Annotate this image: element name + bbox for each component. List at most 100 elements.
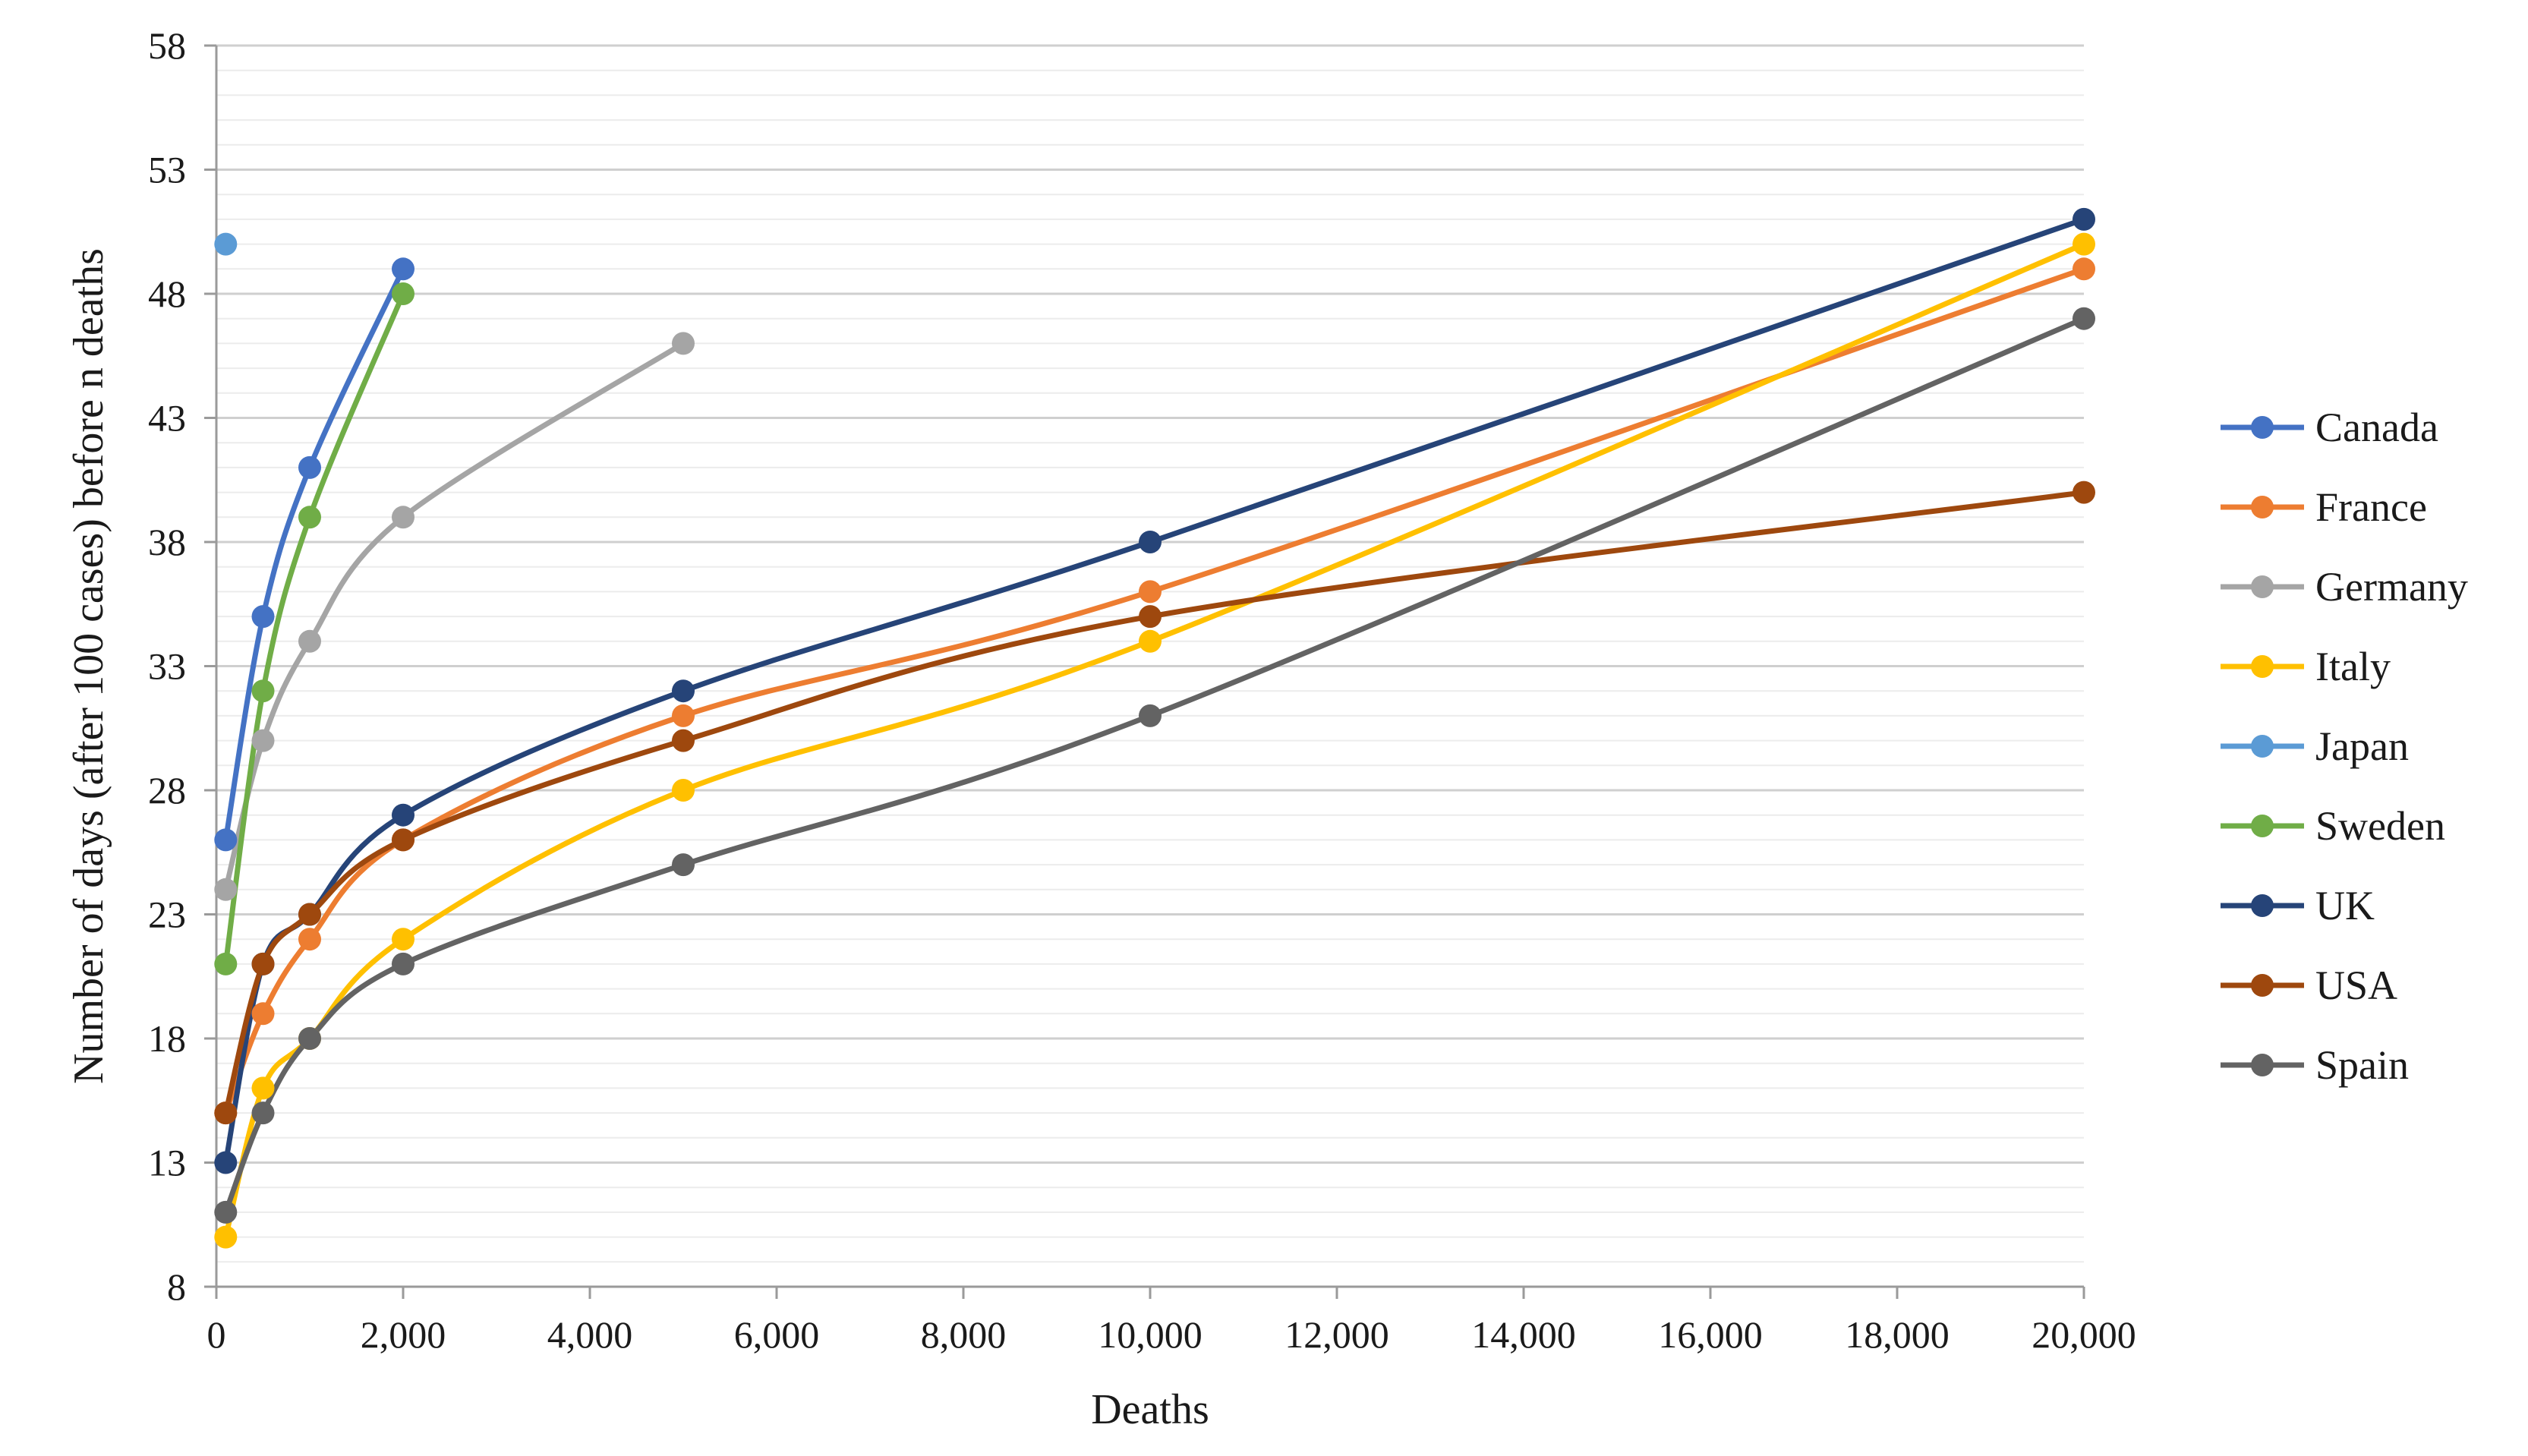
y-tick-label: 23	[148, 893, 186, 936]
series-layer	[222, 216, 2087, 1240]
data-point-italy	[672, 779, 695, 802]
data-point-japan	[214, 232, 238, 256]
legend-swatch-marker	[2251, 1054, 2274, 1076]
data-point-spain	[2073, 307, 2095, 330]
y-axis-title: Number of days (after 100 cases) before …	[65, 248, 112, 1084]
data-point-italy	[1139, 629, 1162, 653]
markers-layer	[214, 207, 2095, 1249]
x-tick-label: 18,000	[1845, 1313, 1950, 1356]
data-point-germany	[214, 878, 238, 901]
legend-item-spain: Spain	[2221, 1042, 2409, 1088]
data-point-germany	[251, 729, 275, 752]
data-point-spain	[392, 952, 415, 975]
data-point-spain	[214, 1200, 238, 1224]
data-point-germany	[672, 332, 695, 355]
axes	[204, 44, 2085, 1299]
legend-item-sweden: Sweden	[2221, 803, 2445, 849]
y-tick-labels: 8 13 18 23 28 33 38 43 48 53 58	[148, 24, 186, 1308]
data-point-italy	[214, 1225, 238, 1249]
x-tick-label: 12,000	[1284, 1313, 1389, 1356]
y-tick-label: 18	[148, 1017, 186, 1060]
legend-item-uk: UK	[2221, 883, 2375, 928]
legend-swatch-marker	[2251, 974, 2274, 997]
x-tick-label: 2,000	[361, 1313, 446, 1356]
data-point-spain	[298, 1027, 321, 1050]
data-point-uk	[1139, 531, 1162, 553]
data-point-canada	[251, 605, 275, 629]
data-point-usa	[298, 903, 321, 926]
y-tick-label: 33	[148, 645, 186, 688]
x-tick-label: 6,000	[734, 1313, 820, 1356]
data-point-canada	[298, 455, 321, 479]
major-gridlines	[216, 44, 2084, 1164]
legend-label: Sweden	[2315, 803, 2445, 849]
y-tick-label: 28	[148, 769, 186, 812]
legend-item-usa: USA	[2221, 963, 2397, 1008]
series-line-sweden	[222, 291, 406, 967]
x-tick-label: 4,000	[547, 1313, 633, 1356]
x-tick-label: 8,000	[921, 1313, 1007, 1356]
data-point-usa	[2073, 481, 2095, 504]
y-tick-label: 53	[148, 149, 186, 191]
data-point-france	[2073, 257, 2095, 281]
legend-item-italy: Italy	[2221, 644, 2391, 689]
data-point-italy	[2073, 232, 2095, 256]
data-point-usa	[1139, 605, 1162, 629]
y-tick-label: 8	[167, 1265, 186, 1308]
x-tick-labels: 0 2,000 4,000 6,000 8,000 10,000 12,000 14,000 1…	[207, 1313, 2136, 1356]
minor-gridlines	[216, 69, 2084, 1263]
data-point-uk	[392, 803, 415, 827]
data-point-italy	[392, 928, 415, 951]
data-point-canada	[214, 828, 238, 852]
legend-swatch-marker	[2251, 894, 2274, 917]
data-point-spain	[251, 1101, 275, 1125]
x-tick-label: 14,000	[1471, 1313, 1576, 1356]
data-point-canada	[392, 257, 415, 281]
y-tick-label: 58	[148, 24, 186, 67]
legend-label: Italy	[2315, 644, 2391, 689]
data-point-germany	[298, 629, 321, 653]
data-point-italy	[251, 1076, 275, 1100]
data-point-sweden	[214, 952, 238, 975]
legend-swatch-marker	[2251, 735, 2274, 758]
legend-item-japan: Japan	[2221, 723, 2409, 769]
x-axis-title: Deaths	[1091, 1386, 1209, 1433]
legend-swatch-marker	[2251, 655, 2274, 678]
data-point-spain	[1139, 704, 1162, 727]
data-point-uk	[2073, 207, 2095, 231]
data-point-france	[298, 928, 321, 951]
data-point-sweden	[392, 282, 415, 305]
data-point-usa	[214, 1101, 238, 1125]
x-tick-label: 16,000	[1658, 1313, 1763, 1356]
data-point-uk	[672, 679, 695, 703]
legend-swatch-marker	[2251, 496, 2274, 518]
data-point-usa	[672, 729, 695, 752]
data-point-sweden	[298, 506, 321, 529]
legend-swatch-marker	[2251, 575, 2274, 598]
x-tick-label: 10,000	[1098, 1313, 1203, 1356]
y-tick-label: 13	[148, 1142, 186, 1184]
y-tick-label: 38	[148, 521, 186, 563]
y-tick-label: 43	[148, 397, 186, 440]
legend-item-canada: Canada	[2221, 405, 2438, 450]
data-point-france	[251, 1002, 275, 1026]
data-point-usa	[392, 828, 415, 852]
legend-swatch-marker	[2251, 416, 2274, 439]
y-tick-label: 48	[148, 273, 186, 315]
data-point-sweden	[251, 679, 275, 703]
legend-label: France	[2315, 484, 2427, 530]
legend-item-germany: Germany	[2221, 564, 2468, 610]
legend-item-france: France	[2221, 484, 2427, 530]
legend: Canada France Germany Italy Japan Sweden UK USA…	[2221, 405, 2468, 1088]
data-point-usa	[251, 952, 275, 975]
data-point-uk	[214, 1151, 238, 1174]
data-point-spain	[672, 853, 695, 877]
legend-label: Japan	[2315, 723, 2409, 769]
legend-label: USA	[2315, 963, 2397, 1008]
legend-label: UK	[2315, 883, 2375, 928]
x-tick-label: 0	[207, 1313, 226, 1356]
legend-swatch-marker	[2251, 815, 2274, 837]
data-point-germany	[392, 506, 415, 529]
